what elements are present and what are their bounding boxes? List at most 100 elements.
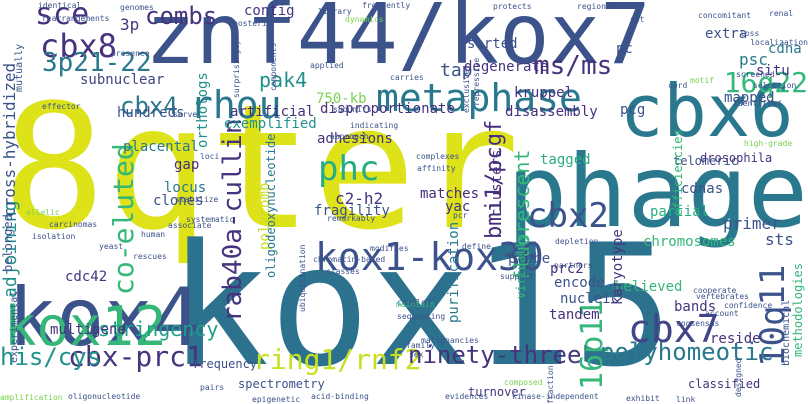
cloud-word: malignancies xyxy=(421,336,479,345)
cloud-word: depletion xyxy=(555,237,599,246)
cloud-word: ninety-three xyxy=(408,341,582,369)
cloud-word: biochemical xyxy=(781,299,792,366)
cloud-word: loci xyxy=(200,152,220,161)
cloud-word: his/cys xyxy=(0,343,102,371)
cloud-word: partners xyxy=(554,261,593,270)
cloud-word: cbx8 xyxy=(40,27,118,65)
cloud-word: human xyxy=(141,230,166,239)
cloud-word: polyhomeotic xyxy=(600,338,774,366)
cloud-word: hundreds xyxy=(117,105,185,121)
cloud-word: situ xyxy=(756,63,790,79)
cloud-word: subnuclear xyxy=(80,72,165,88)
cloud-word: methodologies xyxy=(791,263,805,357)
cloud-word: extra xyxy=(705,26,748,42)
cloud-word: oligonucleotide xyxy=(68,392,141,401)
cloud-word: rescues xyxy=(133,252,167,261)
cloud-word: modifies xyxy=(370,244,409,253)
cloud-word: cord xyxy=(668,81,688,90)
cloud-word: multigene xyxy=(50,322,126,338)
cloud-word: genomes xyxy=(120,3,154,12)
cloud-word: metaphase xyxy=(376,76,582,120)
cloud-word: nucleic xyxy=(560,291,620,307)
cloud-word: components xyxy=(269,42,278,91)
cloud-word: psc xyxy=(739,50,768,69)
cloud-word: clusters xyxy=(489,149,505,217)
cloud-word: kox4 xyxy=(8,271,201,364)
cloud-word: set xyxy=(630,15,645,24)
cloud-word: belonged xyxy=(1,214,15,272)
cloud-word: sts xyxy=(765,230,794,249)
cloud-word: spectrometry xyxy=(238,377,325,391)
cloud-word: allelic xyxy=(26,208,60,217)
cloud-word: consensus xyxy=(676,319,720,328)
cloud-word: subunits xyxy=(333,105,372,114)
cloud-word: encode xyxy=(554,275,605,291)
cloud-word: 3p xyxy=(120,15,140,34)
cloud-word: matches xyxy=(420,186,480,202)
cloud-word: vertebrates xyxy=(696,292,749,301)
cloud-word: c2-h2 xyxy=(335,189,384,208)
cloud-word: systematic xyxy=(186,215,235,224)
cloud-word: link xyxy=(676,395,696,404)
cloud-word: experimental xyxy=(9,290,20,363)
cloud-word: sorted xyxy=(467,36,518,52)
cloud-word: tandem xyxy=(549,307,600,323)
cloud-word: stabilize xyxy=(175,195,219,204)
cloud-word: virtually xyxy=(514,233,528,299)
cloud-word: serve xyxy=(173,110,198,119)
cloud-word: classified xyxy=(688,377,761,391)
cloud-word: frequency xyxy=(192,357,258,371)
cloud-word: cbx7 xyxy=(628,307,720,351)
cloud-word: purification xyxy=(446,221,462,323)
cloud-word: kox1-kox30 xyxy=(315,235,544,279)
cloud-word: locus xyxy=(164,180,207,196)
cloud-word: define xyxy=(462,242,491,251)
cloud-word: reside xyxy=(710,331,761,347)
cloud-word: bands xyxy=(674,299,717,315)
cloud-word: regions xyxy=(577,2,611,11)
cloud-word: cdna xyxy=(768,41,802,57)
cloud-word: telomeric xyxy=(673,154,739,168)
cloud-word: gap xyxy=(174,157,200,173)
cloud-word: contig xyxy=(244,3,295,19)
cloud-word: cooperate xyxy=(693,286,737,295)
cloud-word: chromosomes xyxy=(643,234,736,250)
cloud-word: rhou xyxy=(190,83,282,127)
cloud-word: maintain xyxy=(396,300,435,309)
cloud-word: epigenetic xyxy=(252,395,301,404)
cloud-word: phage xyxy=(506,133,808,250)
cloud-word: evidences xyxy=(445,392,489,401)
cloud-word: affinity xyxy=(417,164,456,173)
cloud-word: applied xyxy=(310,61,344,70)
cloud-word: cbx6 xyxy=(620,69,794,153)
cloud-word: identified xyxy=(733,99,782,108)
cloud-word: pc xyxy=(616,41,633,57)
cloud-word: sex xyxy=(409,350,424,359)
cloud-word: cdc42 xyxy=(65,269,108,285)
cloud-word: screened xyxy=(736,70,775,79)
cloud-word: tagged xyxy=(540,152,591,168)
cloud-word: rearrangements xyxy=(42,14,110,23)
cloud-word: efficiencies xyxy=(671,129,685,216)
cloud-word: combs xyxy=(145,2,218,30)
cloud-word: concomitant xyxy=(698,11,751,20)
cloud-word: turnover xyxy=(468,385,526,399)
cloud-word: disassembly xyxy=(505,104,598,120)
cloud-word: 16q22 xyxy=(723,66,808,99)
cloud-word: clones xyxy=(153,193,204,209)
cloud-word: placental xyxy=(123,139,199,155)
cloud-word: fraction xyxy=(546,365,555,404)
cloud-word: orthologs xyxy=(195,72,211,148)
cloud-word: protects xyxy=(493,2,532,11)
cloud-word: probe xyxy=(508,251,551,267)
cloud-word: yac xyxy=(445,199,471,215)
cloud-word: 750-kb xyxy=(316,91,367,107)
cloud-word: ring1/rnf2 xyxy=(253,343,422,376)
cloud-word: complexes xyxy=(416,152,460,161)
cloud-word: disproportionate xyxy=(320,101,455,117)
cloud-word: presence xyxy=(111,49,150,58)
cloud-word: pak4 xyxy=(259,68,308,92)
cloud-word: sequencing xyxy=(397,312,446,321)
cloud-word: surprisingly xyxy=(232,40,241,98)
